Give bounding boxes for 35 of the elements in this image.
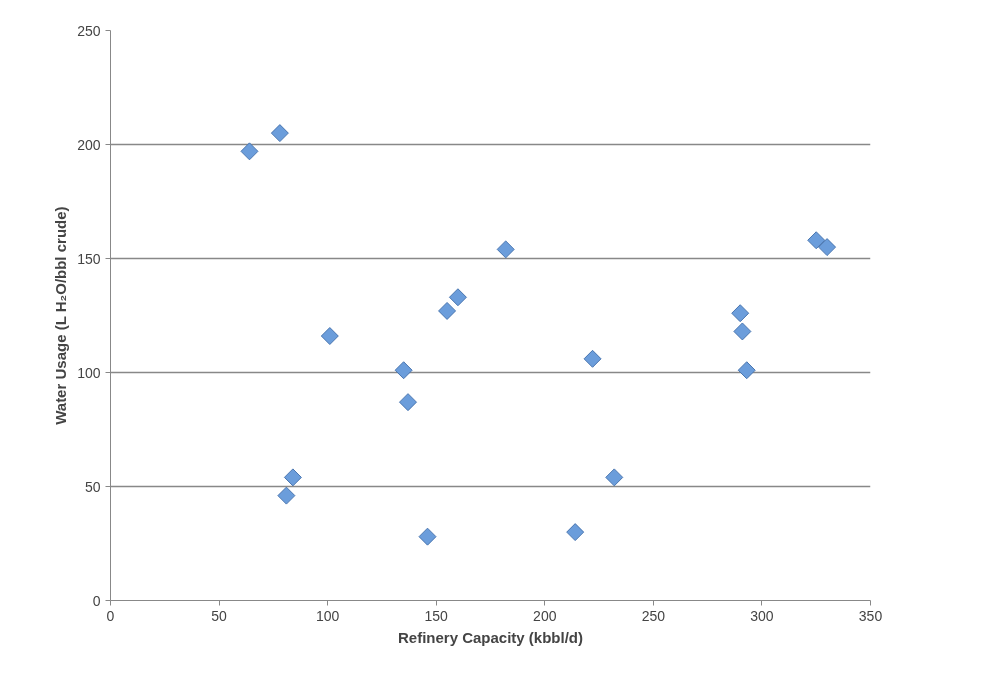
point: [605, 468, 624, 487]
point: [418, 527, 437, 546]
point: [583, 349, 602, 368]
x-tick-label: 100: [315, 607, 340, 624]
x-axis-title: Refinery Capacity (kbbl/d): [397, 628, 584, 646]
point: [737, 361, 756, 380]
point: [320, 327, 339, 346]
y-tick-label: 0: [92, 592, 101, 609]
point: [807, 231, 826, 250]
point: [240, 142, 259, 161]
y-tick-label: 250: [77, 22, 101, 39]
x-tick-label: 0: [106, 607, 115, 624]
point: [394, 361, 413, 380]
x-tick-label: 50: [211, 607, 228, 624]
point: [496, 240, 515, 259]
point: [733, 322, 752, 341]
point: [270, 124, 289, 143]
x-tick-label: 150: [424, 607, 449, 624]
point: [283, 468, 302, 487]
point: [438, 301, 457, 320]
y-axis-title: Water Usage (L H₂O/bbl crude): [52, 206, 70, 425]
point: [818, 238, 837, 257]
x-tick-label: 350: [858, 607, 883, 624]
y-tick-label: 150: [77, 250, 101, 267]
point: [399, 393, 417, 412]
point: [566, 523, 585, 542]
y-tick-label: 200: [77, 136, 101, 153]
point: [448, 288, 467, 307]
x-tick-label: 300: [750, 607, 774, 624]
x-tick-label: 250: [641, 607, 666, 624]
x-tick-label: 200: [533, 607, 557, 624]
y-tick-label: 50: [84, 478, 101, 495]
y-tick-label: 100: [77, 364, 101, 381]
point: [277, 486, 296, 505]
point: [731, 304, 750, 323]
